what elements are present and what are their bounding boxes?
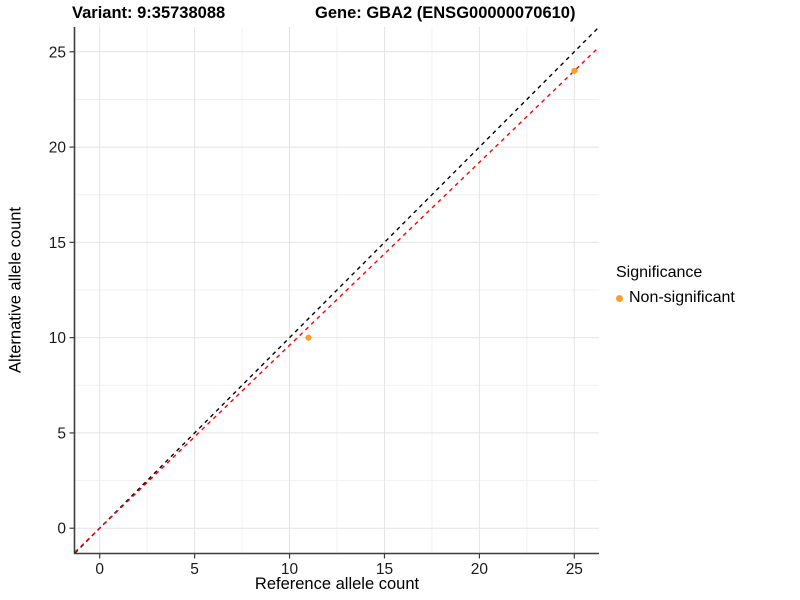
legend-title: Significance — [616, 264, 703, 281]
y-tick-label: 25 — [49, 44, 66, 61]
legend-point-icon — [616, 294, 623, 302]
y-tick-label: 10 — [49, 330, 67, 347]
x-tick-label: 5 — [190, 561, 199, 578]
identity-line — [74, 26, 600, 554]
y-tick-label: 20 — [49, 140, 67, 157]
expected-ratio-line — [74, 46, 600, 553]
x-tick-label: 15 — [376, 561, 393, 578]
legend-item-label: Non-significant — [629, 289, 735, 306]
y-tick-label: 5 — [57, 425, 66, 442]
x-tick-label: 25 — [566, 561, 583, 578]
plot-title-gene: Gene: GBA2 (ENSG00000070610) — [315, 4, 576, 22]
y-tick-label: 0 — [57, 521, 66, 538]
x-tick-label: 0 — [95, 561, 104, 578]
y-tick-label: 15 — [49, 235, 66, 252]
y-axis-title: Alternative allele count — [6, 206, 25, 374]
data-point — [305, 334, 312, 341]
legend: Significance Non-significant — [616, 264, 735, 307]
x-tick-label: 10 — [281, 561, 299, 578]
data-point — [571, 67, 578, 74]
legend-item-non-significant: Non-significant — [616, 289, 735, 307]
x-tick-label: 20 — [471, 561, 489, 578]
plot-title-variant: Variant: 9:35738088 — [72, 4, 226, 22]
x-axis-title: Reference allele count — [254, 575, 420, 593]
